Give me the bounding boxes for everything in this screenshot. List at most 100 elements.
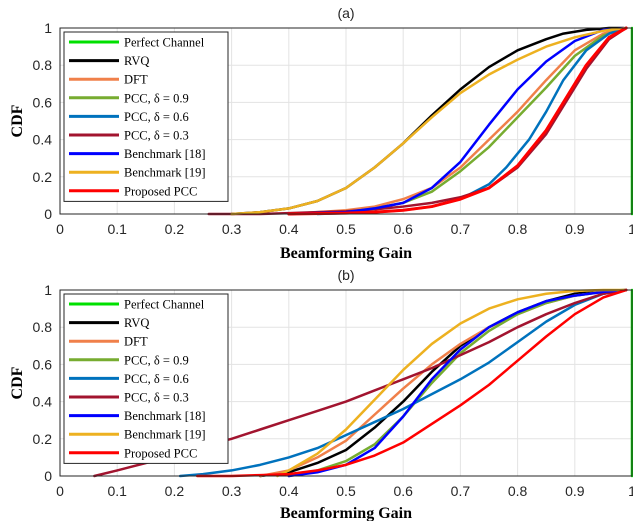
series-line-pcc-0-6 — [316, 26, 628, 216]
x-tick-label: 0 — [56, 221, 64, 237]
legend-label: DFT — [124, 73, 148, 87]
x-tick-label: 0.4 — [279, 221, 299, 237]
x-tick-label: 0.9 — [565, 483, 585, 499]
y-tick-label: 0.8 — [33, 57, 53, 73]
x-axis-label: Beamforming Gain — [280, 505, 412, 521]
legend-entry: PCC, δ = 0.6 — [69, 372, 189, 386]
legend-label: Benchmark [18] — [124, 147, 206, 161]
legend-label: Benchmark [19] — [124, 428, 206, 442]
legend-entry: RVQ — [69, 54, 149, 68]
series-line-dft — [287, 26, 628, 216]
y-axis-label: CDF — [9, 104, 26, 137]
series-line-benchmark-18 — [287, 288, 628, 478]
x-tick-label: 0.4 — [279, 483, 299, 499]
y-tick-label: 0.2 — [33, 169, 53, 185]
legend-entry: DFT — [69, 335, 148, 349]
x-tick-label: 0.5 — [336, 221, 356, 237]
legend: Perfect Channel RVQ DFT PCC, δ = 0.9 PCC, δ … — [63, 31, 229, 202]
y-tick-label: 0.2 — [33, 431, 53, 447]
x-tick-label: 0.5 — [336, 483, 356, 499]
x-tick-label: 0.1 — [107, 483, 127, 499]
y-tick-label: 0.4 — [33, 394, 53, 410]
series-line-proposed-pcc — [196, 288, 628, 478]
legend-label: PCC, δ = 0.9 — [124, 353, 189, 367]
x-tick-labels: 0 0.1 0.2 0.3 0.4 0.5 0.6 0.7 0.8 0.9 1 — [56, 221, 633, 237]
x-tick-label: 0.1 — [107, 221, 127, 237]
y-tick-labels: 0 0.2 0.4 0.6 0.8 1 — [33, 282, 53, 484]
x-tick-label: 0.9 — [565, 221, 585, 237]
x-tick-label: 0.6 — [393, 221, 413, 237]
x-tick-label: 0.8 — [508, 483, 528, 499]
y-tick-label: 0 — [44, 468, 52, 484]
legend-label: Perfect Channel — [124, 36, 205, 50]
x-tick-label: 0.7 — [451, 483, 471, 499]
legend-label: Proposed PCC — [124, 184, 197, 198]
legend-entry: Benchmark [18] — [69, 409, 206, 423]
series-line-pcc-0-9 — [287, 288, 628, 478]
panel-b: (b) 0 0.1 0.2 0.3 0.4 0.5 0.6 0.7 0.8 0.9 1 0 0.2 0.… — [9, 267, 633, 521]
series-line-proposed-pcc — [287, 26, 628, 216]
legend-entry: Benchmark [19] — [69, 166, 206, 180]
legend-entry: PCC, δ = 0.3 — [69, 391, 189, 405]
legend-entry: PCC, δ = 0.9 — [69, 91, 189, 105]
series-line-pcc-0-3 — [207, 26, 628, 216]
panel-a: (a) 0 0.1 0.2 0.3 0.4 0.5 0.6 0.7 0.8 0.9 1 0 0.2 0.… — [9, 5, 633, 262]
legend-entry: Perfect Channel — [69, 36, 205, 50]
legend-label: PCC, δ = 0.3 — [124, 129, 189, 143]
legend-entry: RVQ — [69, 316, 149, 330]
legend-label: PCC, δ = 0.3 — [124, 391, 189, 405]
x-tick-label: 1 — [628, 483, 633, 499]
legend-entry: Proposed PCC — [69, 446, 197, 460]
legend-label: PCC, δ = 0.6 — [124, 110, 189, 124]
legend-entry: PCC, δ = 0.3 — [69, 129, 189, 143]
y-tick-label: 1 — [44, 282, 52, 298]
series-line-benchmark-18 — [287, 26, 628, 216]
legend-label: DFT — [124, 335, 148, 349]
x-tick-label: 0.3 — [222, 483, 242, 499]
y-tick-label: 1 — [44, 20, 52, 36]
legend: Perfect Channel RVQ DFT PCC, δ = 0.9 PCC, δ … — [63, 293, 229, 464]
x-tick-label: 0.8 — [508, 221, 528, 237]
series-line-pcc-0-9 — [287, 26, 628, 216]
y-tick-labels: 0 0.2 0.4 0.6 0.8 1 — [33, 20, 53, 222]
legend-entry: Benchmark [18] — [69, 147, 206, 161]
legend-label: PCC, δ = 0.6 — [124, 372, 189, 386]
legend-entry: PCC, δ = 0.6 — [69, 110, 189, 124]
x-tick-label: 0 — [56, 483, 64, 499]
legend-label: Benchmark [18] — [124, 409, 206, 423]
legend-label: Perfect Channel — [124, 298, 205, 312]
x-tick-label: 0.2 — [165, 483, 185, 499]
x-tick-label: 0.2 — [165, 221, 185, 237]
legend-entry: Perfect Channel — [69, 298, 205, 312]
x-tick-label: 0.3 — [222, 221, 242, 237]
plot-frame — [59, 289, 633, 477]
legend-label: RVQ — [124, 316, 149, 330]
series-line-benchmark-19 — [276, 288, 628, 478]
y-tick-label: 0.6 — [33, 94, 53, 110]
legend-entry: PCC, δ = 0.9 — [69, 353, 189, 367]
series-line-pcc-0-6 — [178, 288, 628, 478]
legend-label: Benchmark [19] — [124, 166, 206, 180]
legend-entry: DFT — [69, 73, 148, 87]
panel-title: (a) — [337, 5, 354, 21]
x-tick-labels: 0 0.1 0.2 0.3 0.4 0.5 0.6 0.7 0.8 0.9 1 — [56, 483, 633, 499]
series-line-benchmark-19 — [230, 26, 628, 216]
x-tick-label: 0.7 — [451, 221, 471, 237]
series-lines — [207, 26, 633, 216]
plot-frame — [59, 27, 633, 215]
legend-entry: Benchmark [19] — [69, 428, 206, 442]
x-tick-label: 1 — [628, 221, 633, 237]
series-line-rvq — [258, 288, 628, 478]
x-axis-label: Beamforming Gain — [280, 245, 412, 262]
legend-entry: Proposed PCC — [69, 184, 197, 198]
panel-title: (b) — [337, 267, 354, 283]
y-tick-label: 0.4 — [33, 132, 53, 148]
legend-label: Proposed PCC — [124, 446, 197, 460]
y-tick-label: 0.6 — [33, 356, 53, 372]
legend-label: PCC, δ = 0.9 — [124, 91, 189, 105]
y-tick-label: 0.8 — [33, 319, 53, 335]
legend-label: RVQ — [124, 54, 149, 68]
y-axis-label: CDF — [9, 366, 26, 399]
y-tick-label: 0 — [44, 206, 52, 222]
